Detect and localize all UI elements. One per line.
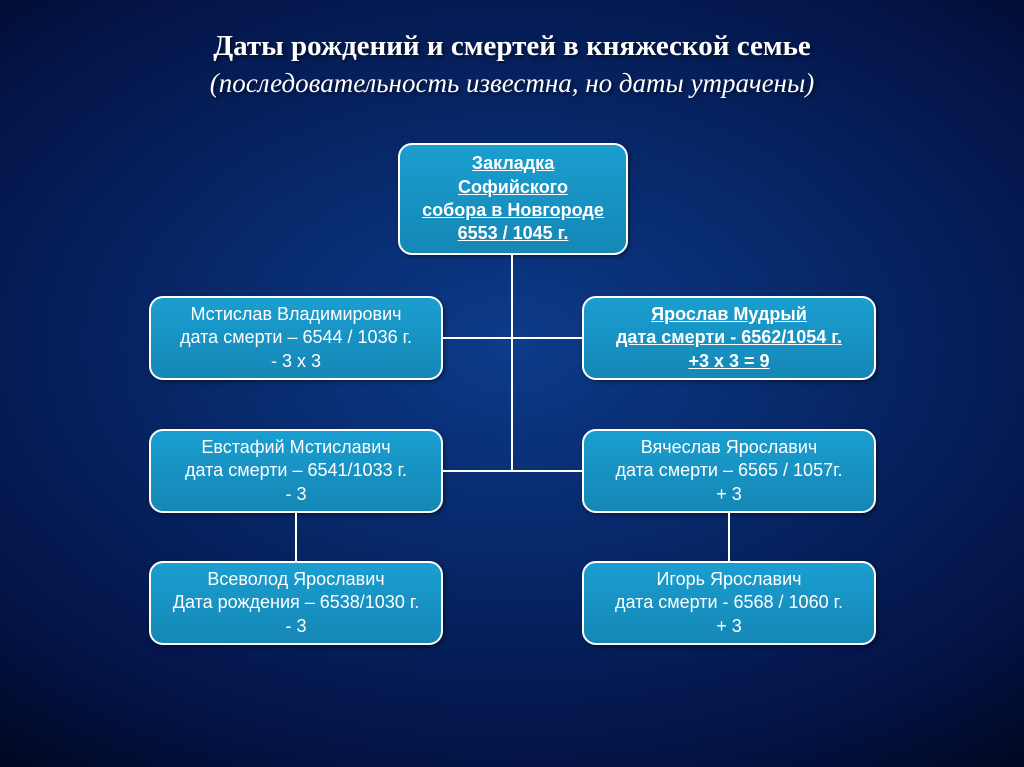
tree-node-line: дата смерти - 6562/1054 г. [616,326,842,349]
tree-node-mstislav: Мстислав Владимировичдата смерти – 6544 … [149,296,443,380]
tree-node-igor: Игорь Ярославичдата смерти - 6568 / 1060… [582,561,876,645]
tree-node-line: Игорь Ярославич [656,568,801,591]
tree-connector [295,513,297,561]
tree-connector [728,513,730,561]
tree-node-line: - 3 [285,483,306,506]
tree-node-line: +3 х 3 = 9 [688,350,769,373]
tree-node-root: ЗакладкаСофийскогособора в Новгороде6553… [398,143,628,255]
tree-node-evstafiy: Евстафий Мстиславичдата смерти – 6541/10… [149,429,443,513]
tree-node-vsevolod: Всеволод ЯрославичДата рождения – 6538/1… [149,561,443,645]
tree-connector [443,470,582,472]
tree-node-line: Евстафий Мстиславич [201,436,390,459]
slide-subtitle: (последовательность известна, но даты ут… [0,68,1024,99]
tree-connector [443,337,582,339]
tree-node-line: Всеволод Ярославич [207,568,384,591]
tree-node-line: - 3 х 3 [271,350,321,373]
tree-node-line: Софийского [458,176,568,199]
tree-node-line: дата смерти – 6565 / 1057г. [616,459,843,482]
tree-node-line: Дата рождения – 6538/1030 г. [173,591,419,614]
tree-node-line: Закладка [472,152,554,175]
tree-node-line: дата смерти - 6568 / 1060 г. [615,591,843,614]
tree-node-line: + 3 [716,615,742,638]
slide-title: Даты рождений и смертей в княжеской семь… [0,30,1024,63]
tree-node-line: + 3 [716,483,742,506]
tree-node-line: 6553 / 1045 г. [458,222,569,245]
tree-node-line: Ярослав Мудрый [651,303,807,326]
tree-node-line: Мстислав Владимирович [190,303,401,326]
tree-node-line: дата смерти – 6541/1033 г. [185,459,407,482]
tree-connector [511,255,513,471]
tree-node-line: собора в Новгороде [422,199,604,222]
tree-node-line: - 3 [285,615,306,638]
tree-node-line: Вячеслав Ярославич [641,436,818,459]
tree-node-vyacheslav: Вячеслав Ярославичдата смерти – 6565 / 1… [582,429,876,513]
tree-node-yaroslav: Ярослав Мудрыйдата смерти - 6562/1054 г.… [582,296,876,380]
tree-node-line: дата смерти – 6544 / 1036 г. [180,326,412,349]
